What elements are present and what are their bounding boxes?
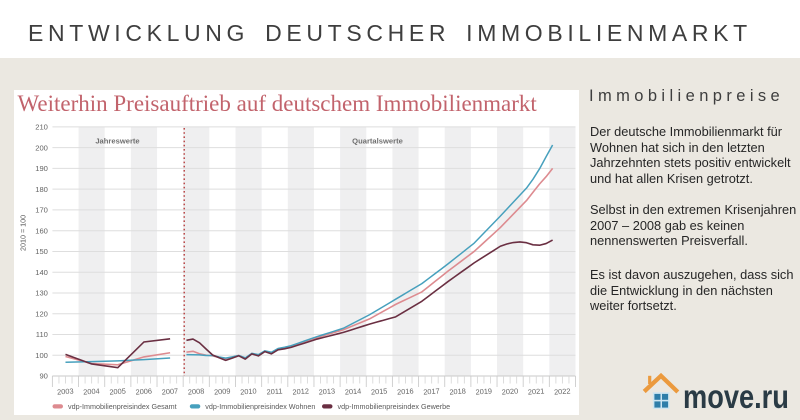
svg-text:160: 160 [35, 226, 48, 235]
svg-text:2004: 2004 [82, 386, 99, 396]
svg-text:2006: 2006 [135, 386, 152, 396]
svg-text:90: 90 [39, 372, 47, 381]
svg-text:Quartalswerte: Quartalswerte [352, 137, 403, 146]
svg-text:2012: 2012 [292, 386, 309, 396]
svg-text:2011: 2011 [266, 386, 282, 396]
svg-text:vdp-Immobilienpreisindex Gewer: vdp-Immobilienpreisindex Gewerbe [337, 402, 450, 411]
svg-text:2020: 2020 [501, 386, 518, 396]
svg-text:2010 = 100: 2010 = 100 [18, 215, 27, 251]
svg-text:2022: 2022 [553, 386, 570, 396]
svg-text:2018: 2018 [449, 386, 466, 396]
svg-text:150: 150 [35, 247, 48, 256]
svg-text:110: 110 [35, 330, 47, 339]
svg-text:140: 140 [35, 268, 48, 277]
svg-text:130: 130 [35, 289, 48, 298]
svg-text:2015: 2015 [370, 386, 387, 396]
svg-text:2005: 2005 [109, 386, 126, 396]
svg-text:vdp-Immobilienpreisindex Wohne: vdp-Immobilienpreisindex Wohnen [205, 402, 315, 411]
svg-text:190: 190 [35, 164, 48, 173]
svg-text:180: 180 [35, 185, 48, 194]
svg-text:2008: 2008 [187, 386, 204, 396]
svg-text:2017: 2017 [422, 386, 439, 396]
svg-text:120: 120 [35, 309, 48, 318]
svg-text:170: 170 [35, 206, 48, 215]
svg-text:210: 210 [35, 123, 48, 132]
svg-text:2013: 2013 [318, 386, 335, 396]
svg-text:200: 200 [35, 143, 48, 152]
svg-text:2007: 2007 [161, 386, 178, 396]
svg-text:2010: 2010 [239, 386, 256, 396]
svg-text:2014: 2014 [344, 386, 361, 396]
svg-text:Jahreswerte: Jahreswerte [95, 137, 139, 146]
svg-text:2009: 2009 [213, 386, 230, 396]
svg-text:vdp-Immobilienpreisindex Gesam: vdp-Immobilienpreisindex Gesamt [68, 402, 177, 411]
svg-text:2021: 2021 [527, 386, 544, 396]
svg-text:2016: 2016 [396, 386, 413, 396]
svg-text:100: 100 [35, 351, 48, 360]
svg-text:2003: 2003 [56, 386, 73, 396]
svg-text:2019: 2019 [475, 386, 492, 396]
